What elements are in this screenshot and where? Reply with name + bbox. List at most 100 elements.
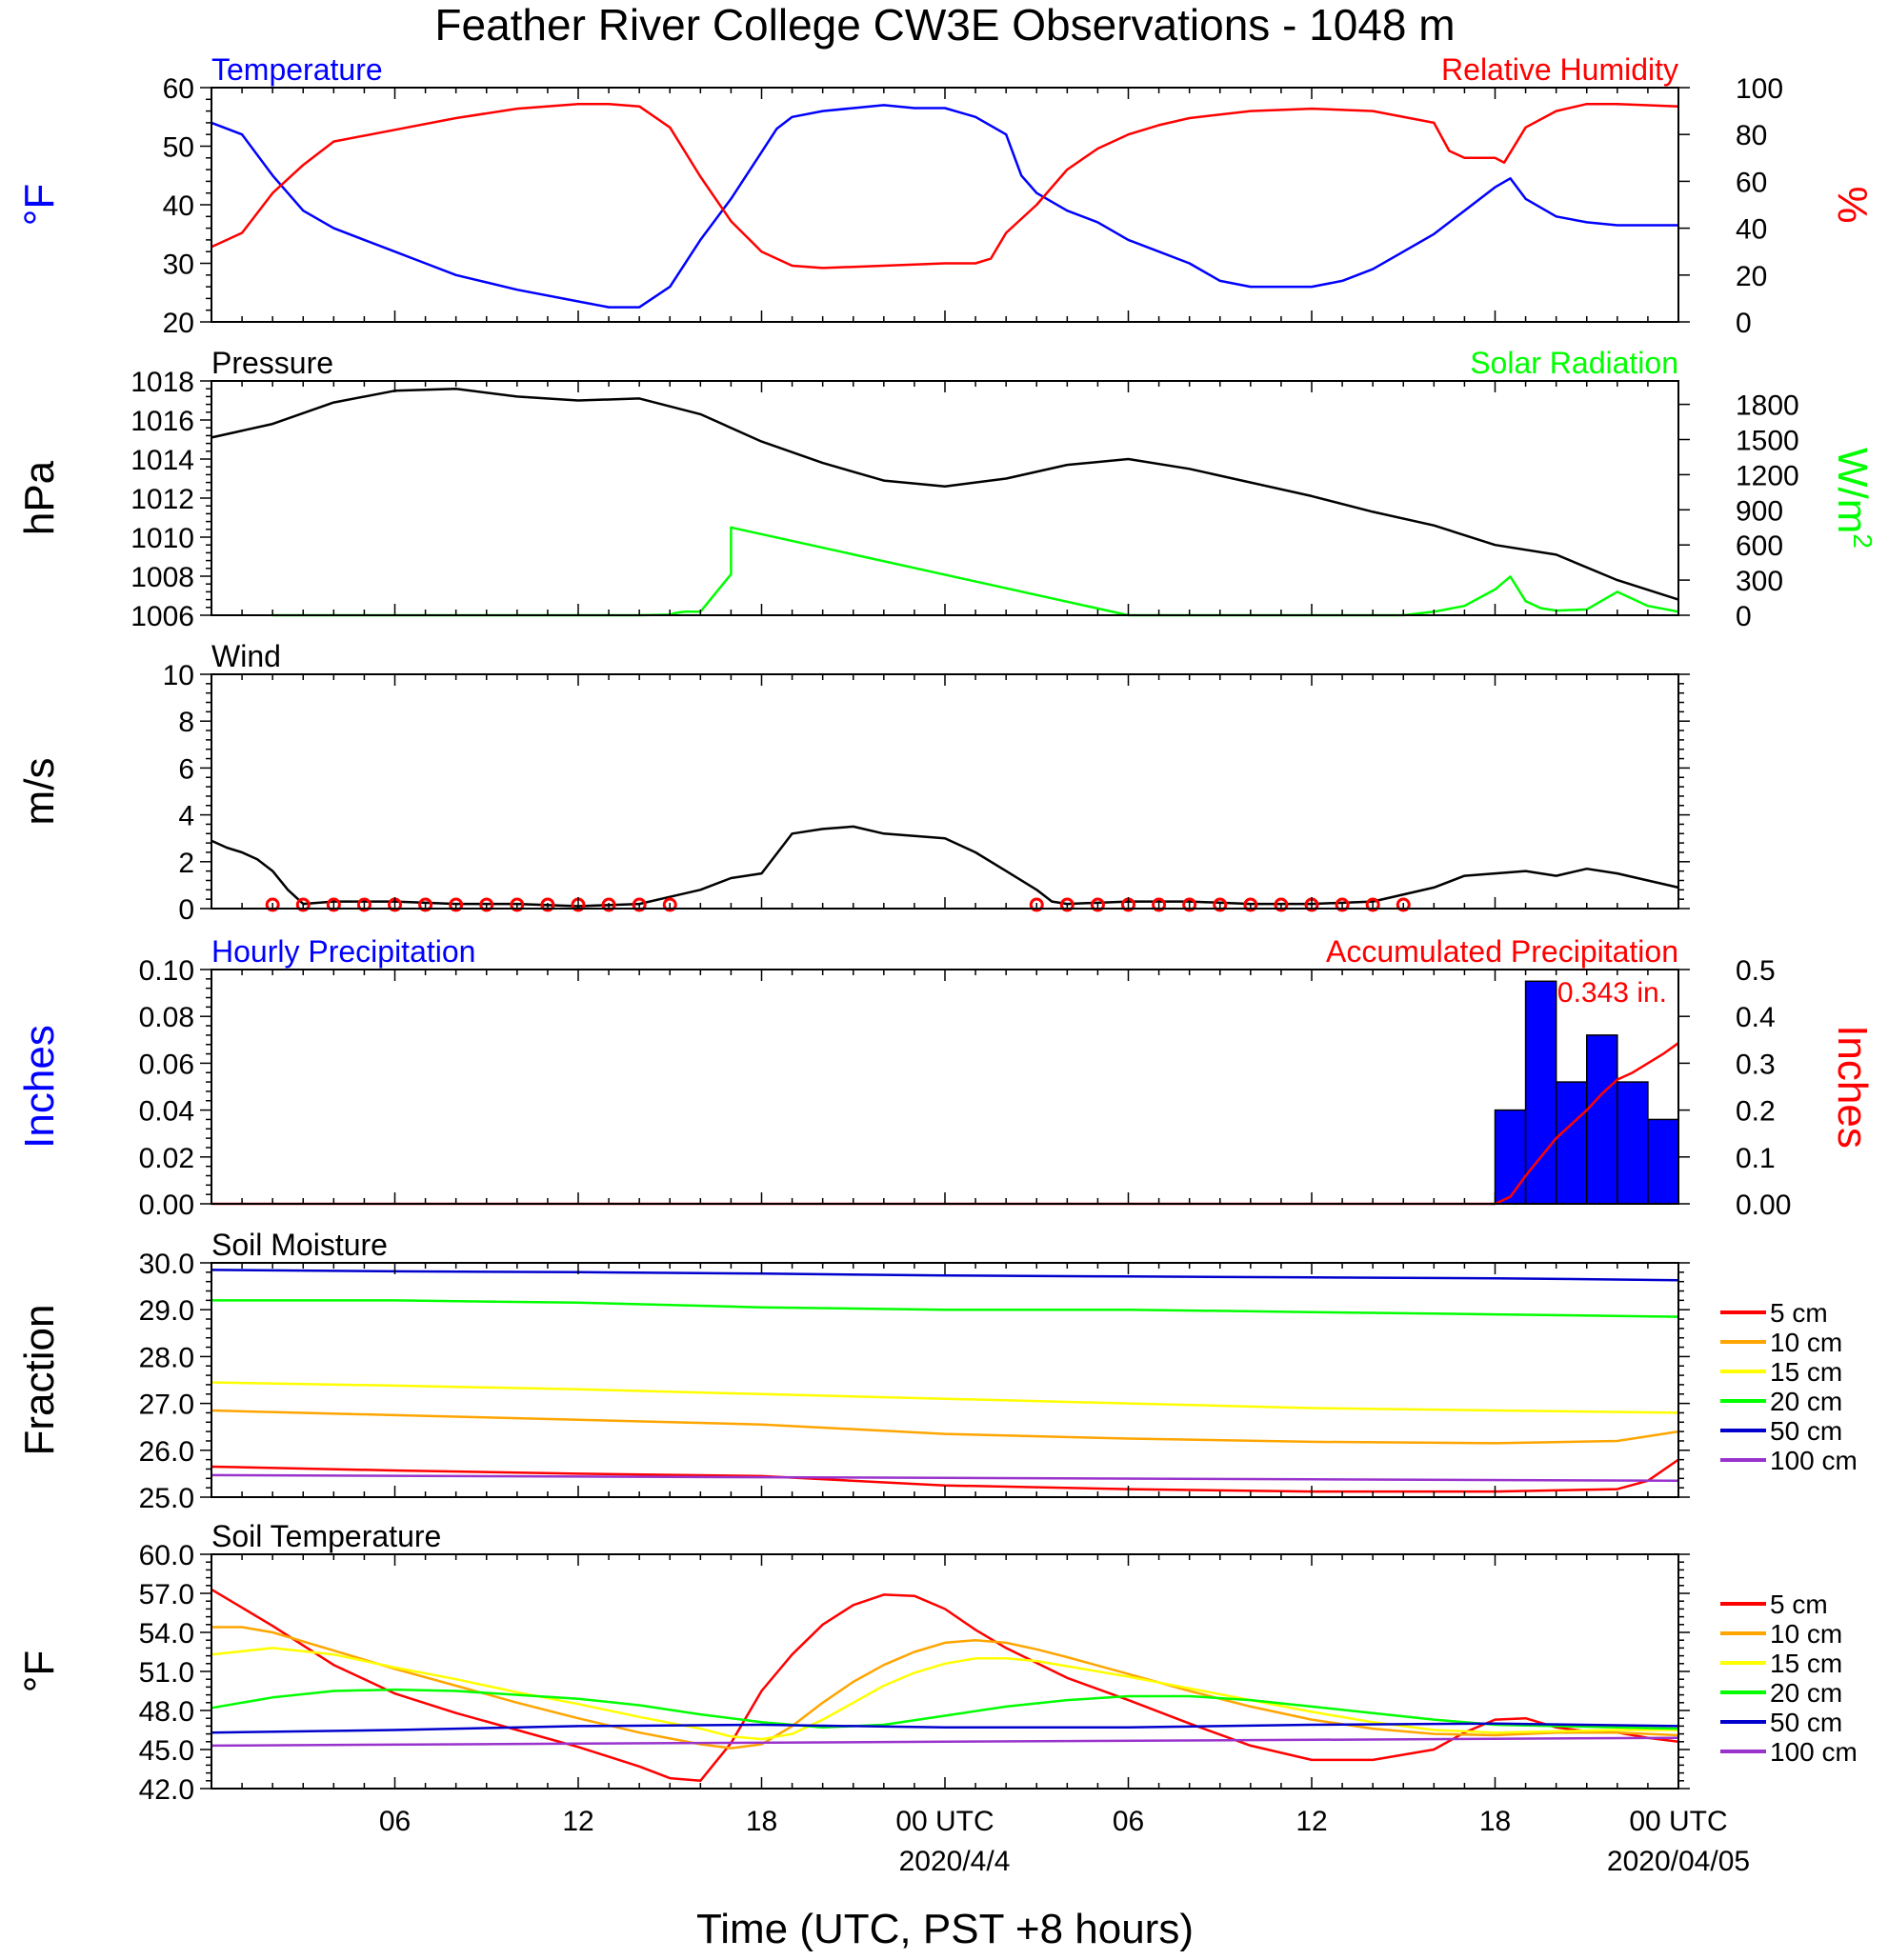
wind-calm-marker-9 — [540, 897, 555, 912]
y-tick-label: 48.0 — [139, 1696, 194, 1728]
y-right-tick-label: 0 — [1736, 601, 1752, 632]
legend-entry: 50 cm — [1770, 1416, 1842, 1446]
x-tick-label: 06 — [1113, 1806, 1144, 1837]
y-right-tick-label: 20 — [1736, 261, 1767, 292]
y-tick-label: 1018 — [131, 367, 194, 398]
y-axis-label-right: Inches — [1829, 1025, 1876, 1149]
accum-precip-annotation: 0.343 in. — [1557, 977, 1667, 1009]
wind-calm-marker-2 — [326, 897, 341, 912]
y-tick-label: 60 — [163, 73, 194, 105]
panel-title-left: Soil Moisture — [211, 1228, 388, 1262]
panel-frame — [211, 1553, 1679, 1790]
panel-frame — [211, 1262, 1679, 1498]
y-axis-label-right: W/m2 — [1829, 448, 1878, 549]
wind-calm-marker-14 — [1029, 897, 1044, 912]
panel-wind: 0 2 4 6 8 10 Wind m/s — [16, 639, 1690, 926]
series-wind-wind — [211, 825, 1679, 908]
panel-title-right: Accumulated Precipitation — [1326, 934, 1678, 969]
y-tick-label: 0 — [178, 894, 194, 926]
y-tick-label: 8 — [178, 707, 194, 738]
y-axis-label-right: % — [1829, 186, 1876, 223]
y-tick-label: 29.0 — [139, 1295, 194, 1327]
wind-calm-marker-7 — [479, 897, 494, 912]
legend-entry: 15 cm — [1770, 1649, 1842, 1678]
y-right-tick-label: 40 — [1736, 214, 1767, 246]
x-tick-date-label: 2020/04/05 — [1607, 1846, 1750, 1877]
series-precip-accum_precip — [211, 1042, 1679, 1206]
y-tick-label: 40 — [163, 190, 194, 222]
y-tick-label: 0.00 — [139, 1190, 194, 1221]
y-tick-label: 20 — [163, 308, 194, 339]
wind-calm-marker-21 — [1243, 897, 1258, 912]
legend-entry: 15 cm — [1770, 1357, 1842, 1387]
series-soil-moisture-depth_10 — [211, 1409, 1679, 1445]
wind-calm-marker-16 — [1090, 897, 1105, 912]
y-tick-label: 1016 — [131, 406, 194, 437]
wind-calm-marker-26 — [1396, 897, 1411, 912]
x-axis: 06 12 18 00 UTC 2020/4/4 06 12 18 00 UTC 2020/04/… — [379, 1806, 1750, 1877]
x-tick-date-label: 2020/4/4 — [899, 1846, 1011, 1877]
wind-calm-marker-1 — [295, 897, 311, 912]
wind-calm-marker-13 — [662, 897, 677, 912]
y-right-tick-label: 900 — [1736, 495, 1783, 527]
wind-calm-marker-3 — [356, 897, 372, 912]
wind-calm-marker-24 — [1335, 897, 1350, 912]
series-soil-temperature-depth_15 — [211, 1647, 1678, 1741]
y-tick-label: 57.0 — [139, 1579, 194, 1610]
panel-title-right: Solar Radiation — [1470, 346, 1678, 380]
series-pressure-solar-pressure — [211, 387, 1679, 601]
chart-title: Feather River College CW3E Observations … — [434, 0, 1455, 50]
series-soil-moisture-depth_100 — [211, 1473, 1679, 1483]
y-tick-label: 1012 — [131, 484, 194, 515]
series-temp-rh-humidity — [211, 102, 1679, 270]
legend-entry: 20 cm — [1770, 1387, 1842, 1416]
y-right-tick-label: 100 — [1736, 73, 1783, 105]
y-right-tick-label: 300 — [1736, 566, 1783, 597]
wind-calm-marker-0 — [265, 897, 280, 912]
x-tick-label: 12 — [1295, 1806, 1327, 1837]
x-tick-label: 06 — [379, 1806, 411, 1837]
x-tick-label: 18 — [1479, 1806, 1511, 1837]
y-right-tick-label: 600 — [1736, 530, 1783, 562]
y-right-tick-label: 1800 — [1736, 390, 1799, 422]
panel-frame — [211, 380, 1679, 616]
y-right-tick-label: 1500 — [1736, 426, 1799, 457]
y-tick-label: 42.0 — [139, 1774, 194, 1806]
panel-title-left: Hourly Precipitation — [211, 934, 475, 969]
legend-entry: 10 cm — [1770, 1619, 1842, 1649]
y-axis-label-superscript: 2 — [1848, 533, 1878, 549]
y-tick-label: 1010 — [131, 523, 194, 554]
legend-entry: 5 cm — [1770, 1590, 1828, 1619]
y-tick-label: 28.0 — [139, 1342, 194, 1373]
series-soil-temperature-depth_50 — [211, 1722, 1679, 1734]
series-pressure-solar-solar — [272, 526, 1679, 617]
legend-entry: 10 cm — [1770, 1328, 1842, 1357]
y-axis-label-left: °F — [16, 184, 63, 226]
y-tick-label: 0.06 — [139, 1049, 194, 1080]
wind-calm-marker-20 — [1213, 897, 1228, 912]
y-tick-label: 2 — [178, 848, 194, 879]
y-tick-label: 60.0 — [139, 1540, 194, 1571]
series-soil-moisture-depth_50 — [211, 1269, 1679, 1282]
y-right-tick-label: 0.3 — [1736, 1049, 1776, 1080]
y-axis-label-left: Inches — [16, 1025, 63, 1149]
panel-soil-moisture: 25.0 26.0 27.0 28.0 29.0 30.0 Soil Moisture Fra… — [16, 1228, 1858, 1514]
legend-entry: 100 cm — [1770, 1737, 1858, 1767]
wind-calm-marker-6 — [449, 897, 464, 912]
y-tick-label: 30.0 — [139, 1249, 194, 1280]
y-tick-label: 51.0 — [139, 1657, 194, 1689]
wind-calm-marker-19 — [1182, 897, 1197, 912]
y-tick-label: 1008 — [131, 562, 194, 593]
y-tick-label: 4 — [178, 801, 194, 832]
precip-bar-1 — [1524, 980, 1557, 1205]
precip-bar-5 — [1647, 1118, 1679, 1205]
y-right-tick-label: 80 — [1736, 120, 1767, 151]
y-tick-label: 1006 — [131, 601, 194, 632]
y-tick-label: 0.08 — [139, 1002, 194, 1033]
legend-entry: 5 cm — [1770, 1298, 1828, 1328]
wind-calm-marker-8 — [510, 897, 525, 912]
y-tick-label: 10 — [163, 660, 194, 691]
